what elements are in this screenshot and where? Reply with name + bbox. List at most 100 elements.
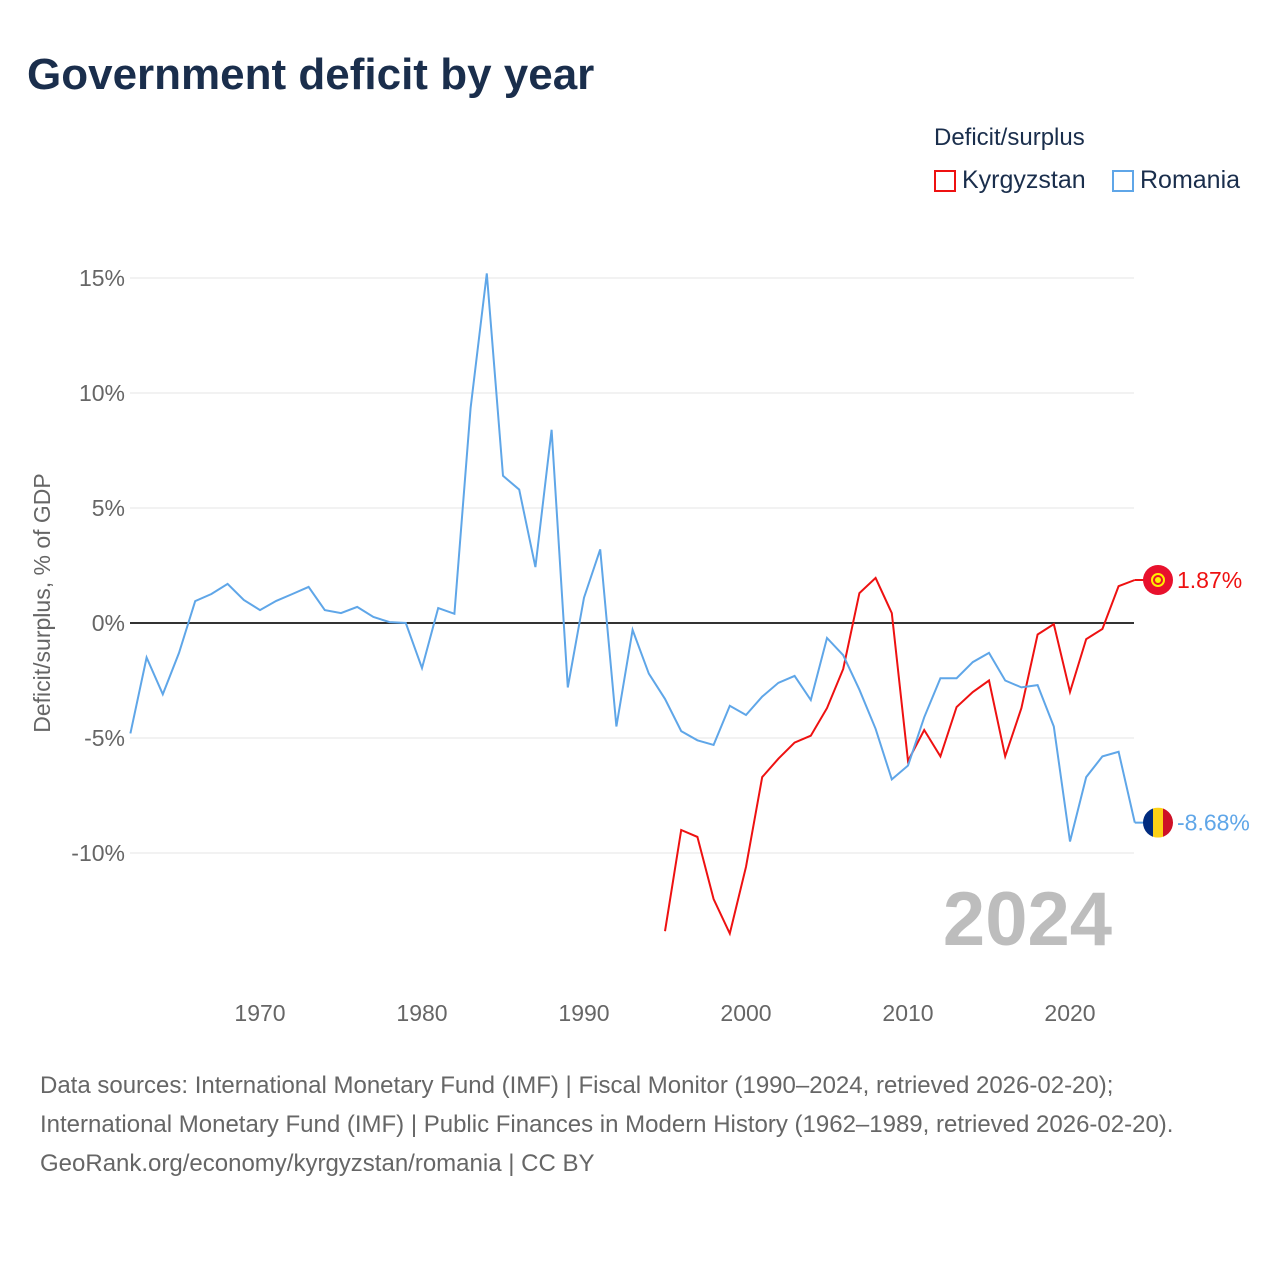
data-point-kyrgyzstan[interactable] [711, 896, 717, 902]
legend-item-kyrgyzstan[interactable]: Kyrgyzstan [934, 166, 1086, 195]
data-point-kyrgyzstan[interactable] [694, 834, 700, 840]
data-point-romania[interactable] [613, 724, 619, 730]
data-point-romania[interactable] [792, 673, 798, 679]
data-point-romania[interactable] [1116, 749, 1122, 755]
data-point-romania[interactable] [1067, 839, 1073, 845]
y-tick-label: 10% [79, 380, 125, 406]
data-point-kyrgyzstan[interactable] [986, 678, 992, 684]
data-point-kyrgyzstan[interactable] [678, 827, 684, 833]
data-point-romania[interactable] [241, 597, 247, 603]
data-point-romania[interactable] [581, 595, 587, 601]
data-point-romania[interactable] [937, 675, 943, 681]
data-point-kyrgyzstan[interactable] [1018, 705, 1024, 711]
data-point-kyrgyzstan[interactable] [1002, 753, 1008, 759]
data-point-romania[interactable] [354, 604, 360, 610]
data-point-romania[interactable] [144, 655, 150, 661]
data-point-kyrgyzstan[interactable] [743, 864, 749, 870]
data-point-romania[interactable] [1018, 684, 1024, 690]
data-point-romania[interactable] [192, 598, 198, 604]
data-point-romania[interactable] [306, 584, 312, 590]
data-point-kyrgyzstan[interactable] [775, 756, 781, 762]
data-point-romania[interactable] [630, 627, 636, 633]
data-point-romania[interactable] [127, 730, 133, 736]
data-point-romania[interactable] [840, 652, 846, 658]
data-point-romania[interactable] [808, 697, 814, 703]
data-point-kyrgyzstan[interactable] [1099, 626, 1105, 632]
data-point-romania[interactable] [500, 473, 506, 479]
data-point-romania[interactable] [257, 607, 263, 613]
data-point-romania[interactable] [824, 635, 830, 641]
data-point-kyrgyzstan[interactable] [808, 733, 814, 739]
data-point-kyrgyzstan[interactable] [662, 928, 668, 934]
data-point-romania[interactable] [484, 270, 490, 276]
data-point-kyrgyzstan[interactable] [1083, 636, 1089, 642]
data-point-romania[interactable] [273, 598, 279, 604]
data-point-romania[interactable] [435, 605, 441, 611]
data-point-romania[interactable] [419, 665, 425, 671]
data-point-romania[interactable] [176, 650, 182, 656]
data-point-romania[interactable] [873, 726, 879, 732]
legend-item-romania[interactable]: Romania [1112, 166, 1240, 195]
data-point-romania[interactable] [597, 546, 603, 552]
data-point-kyrgyzstan[interactable] [921, 727, 927, 733]
data-point-romania[interactable] [986, 650, 992, 656]
data-point-romania[interactable] [646, 671, 652, 677]
data-point-kyrgyzstan[interactable] [889, 610, 895, 616]
data-point-romania[interactable] [322, 607, 328, 613]
data-point-kyrgyzstan[interactable] [759, 774, 765, 780]
data-point-romania[interactable] [743, 712, 749, 718]
data-point-romania[interactable] [468, 405, 474, 411]
data-point-romania[interactable] [549, 427, 555, 433]
series-line-kyrgyzstan[interactable] [664, 576, 1136, 937]
data-point-kyrgyzstan[interactable] [824, 705, 830, 711]
data-point-romania[interactable] [662, 696, 668, 702]
data-point-kyrgyzstan[interactable] [873, 575, 879, 581]
data-point-kyrgyzstan[interactable] [792, 740, 798, 746]
data-point-romania[interactable] [1099, 753, 1105, 759]
data-point-romania[interactable] [338, 610, 344, 616]
data-point-romania[interactable] [921, 714, 927, 720]
data-point-romania[interactable] [370, 614, 376, 620]
data-point-romania[interactable] [727, 703, 733, 709]
data-point-romania[interactable] [856, 687, 862, 693]
data-point-romania[interactable] [532, 564, 538, 570]
data-point-kyrgyzstan[interactable] [856, 590, 862, 596]
data-point-romania[interactable] [208, 591, 214, 597]
data-point-romania[interactable] [905, 763, 911, 769]
data-point-kyrgyzstan[interactable] [970, 689, 976, 695]
data-point-romania[interactable] [1051, 724, 1057, 730]
data-point-romania[interactable] [516, 487, 522, 493]
data-point-romania[interactable] [403, 620, 409, 626]
data-point-romania[interactable] [565, 684, 571, 690]
data-point-kyrgyzstan[interactable] [1067, 689, 1073, 695]
data-point-romania[interactable] [451, 611, 457, 617]
series-line-romania[interactable] [129, 273, 1136, 842]
data-point-romania[interactable] [889, 776, 895, 782]
y-tick-label: -5% [84, 725, 125, 751]
data-point-romania[interactable] [387, 619, 393, 625]
data-point-romania[interactable] [678, 728, 684, 734]
data-point-kyrgyzstan[interactable] [1035, 632, 1041, 638]
data-point-romania[interactable] [970, 659, 976, 665]
data-point-romania[interactable] [775, 680, 781, 686]
data-point-kyrgyzstan[interactable] [937, 753, 943, 759]
attribution-link[interactable]: GeoRank.org/economy/kyrgyzstan/romania |… [40, 1150, 595, 1177]
data-point-romania[interactable] [694, 737, 700, 743]
data-point-romania[interactable] [225, 581, 231, 587]
data-point-kyrgyzstan[interactable] [840, 666, 846, 672]
data-point-kyrgyzstan[interactable] [954, 704, 960, 710]
data-point-romania[interactable] [1083, 774, 1089, 780]
data-point-romania[interactable] [711, 742, 717, 748]
x-tick-label: 1970 [234, 1000, 285, 1026]
x-tick-label: 2020 [1044, 1000, 1095, 1026]
data-point-kyrgyzstan[interactable] [1116, 583, 1122, 589]
data-point-kyrgyzstan[interactable] [1051, 621, 1057, 627]
data-point-romania[interactable] [759, 694, 765, 700]
data-point-romania[interactable] [954, 675, 960, 681]
data-point-romania[interactable] [289, 591, 295, 597]
data-point-romania[interactable] [1002, 678, 1008, 684]
data-point-romania[interactable] [160, 691, 166, 697]
data-point-romania[interactable] [1035, 682, 1041, 688]
data-point-kyrgyzstan[interactable] [727, 931, 733, 937]
